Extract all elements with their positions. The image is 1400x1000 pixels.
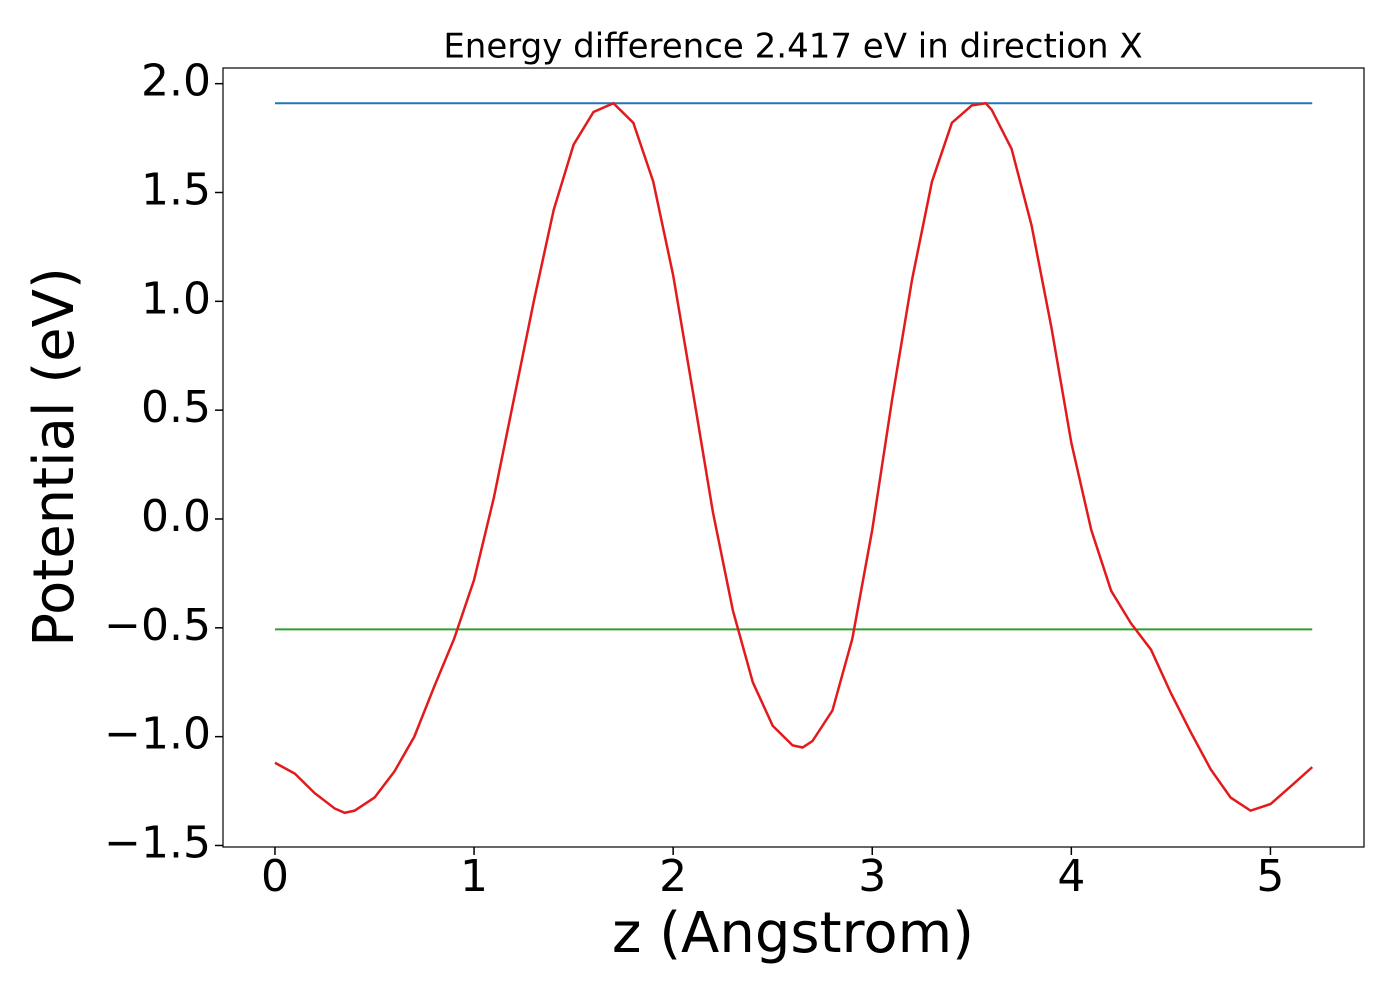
x-tick-label: 3: [858, 851, 886, 902]
y-tick-label: −0.5: [104, 600, 211, 651]
y-tick-label: 1.0: [141, 273, 211, 324]
chart-title: Energy difference 2.417 eV in direction …: [443, 27, 1142, 67]
y-tick-label: −1.5: [104, 817, 211, 868]
x-tick-label: 4: [1057, 851, 1085, 902]
x-tick-label: 5: [1256, 851, 1284, 902]
y-tick-label: 1.5: [141, 165, 211, 216]
x-tick-label: 2: [659, 851, 687, 902]
y-tick-label: 2.0: [141, 56, 211, 107]
potential-line: [274, 101, 1314, 815]
x-tick-label: 0: [261, 851, 289, 902]
y-tick-label: 0.5: [141, 382, 211, 433]
x-axis-label: z (Angstrom): [612, 901, 974, 966]
x-tick-label: 1: [460, 851, 488, 902]
y-tick-label: 0.0: [141, 491, 211, 542]
plot-frame: [222, 67, 1365, 848]
y-axis-label: Potential (eV): [22, 267, 87, 647]
y-tick-label: −1.0: [104, 709, 211, 760]
